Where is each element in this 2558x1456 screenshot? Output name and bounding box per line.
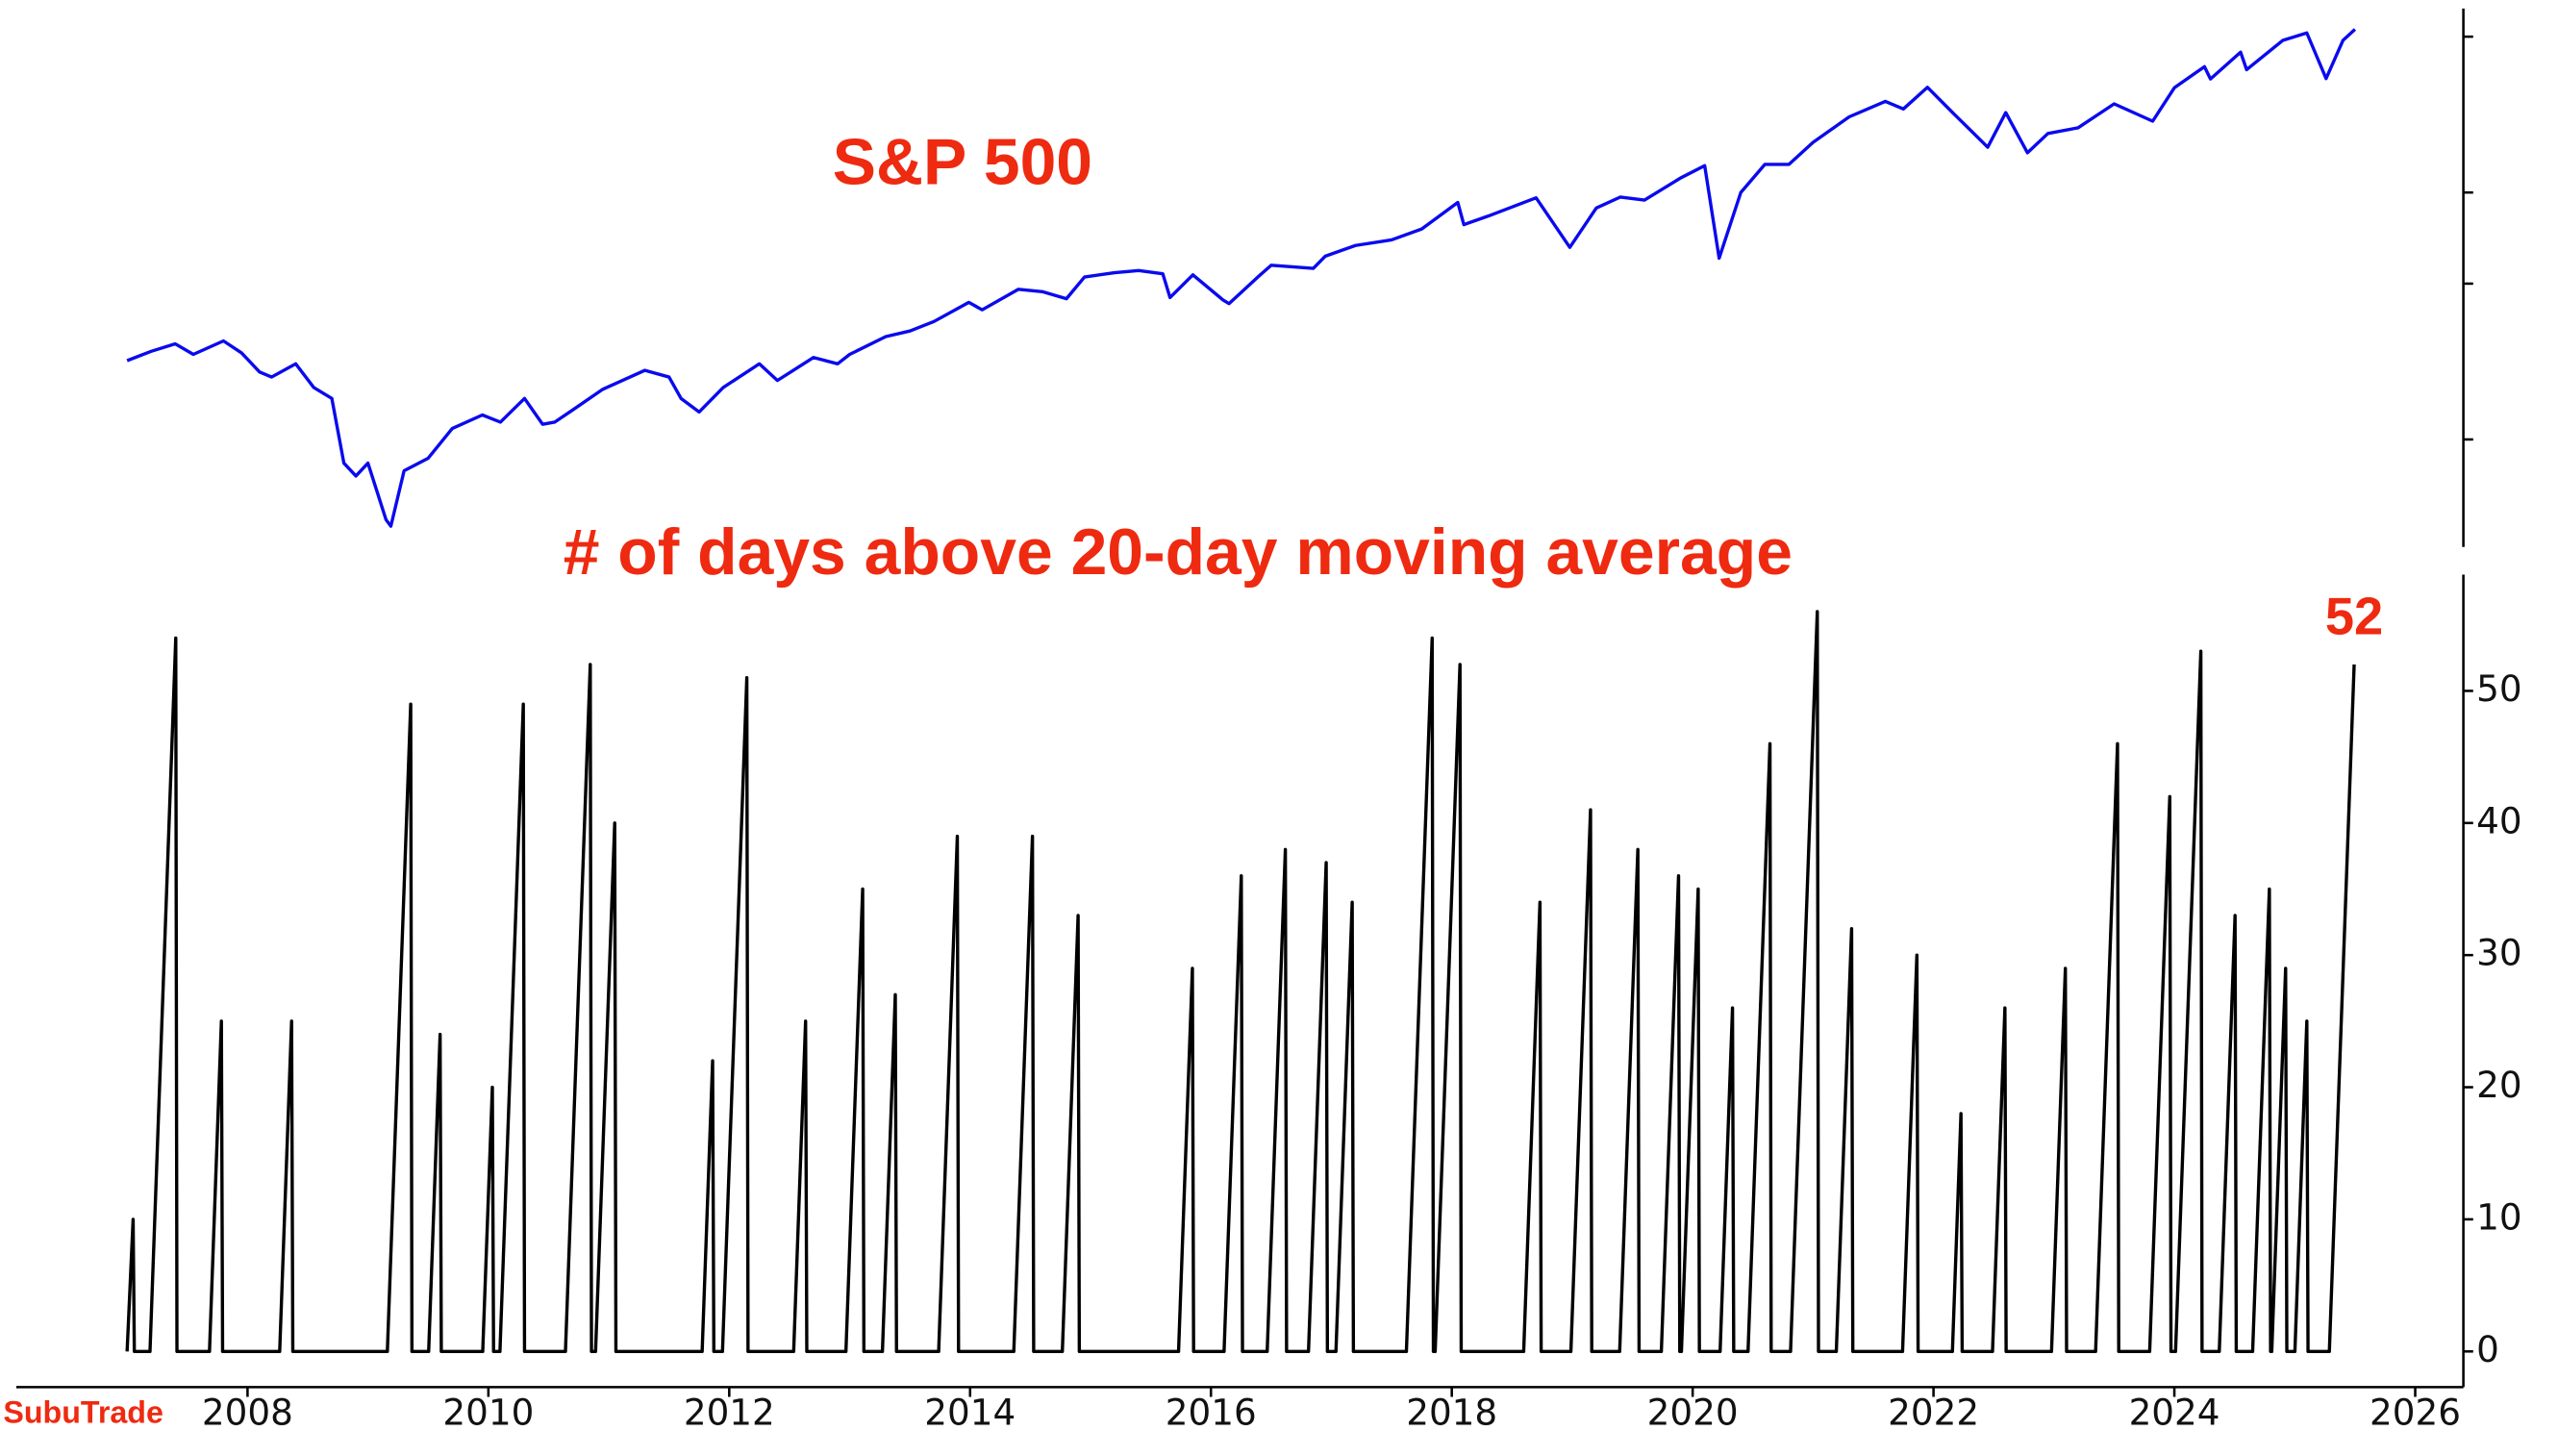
- y-tick-label: 0: [2476, 1328, 2499, 1370]
- data-line: [125, 610, 2356, 1353]
- x-tick-label: 2016: [1166, 1392, 1257, 1434]
- y-tick-label: 30: [2476, 932, 2521, 974]
- x-tick-label: 2022: [1888, 1392, 1979, 1434]
- y-tick-label: 50: [2476, 667, 2521, 710]
- x-tick-label: 2024: [2129, 1392, 2220, 1434]
- y-tick-label: 40: [2476, 799, 2521, 841]
- x-tick-label: 2018: [1406, 1392, 1497, 1434]
- x-tick-label: 2012: [684, 1392, 775, 1434]
- x-tick-label: 2020: [1647, 1392, 1739, 1434]
- source-label: SubuTrade: [3, 1395, 163, 1430]
- panel-title: S&P 500: [833, 126, 1092, 198]
- data-line: [126, 28, 2357, 528]
- x-tick-label: 2014: [924, 1392, 1016, 1434]
- x-tick-label: 2010: [442, 1392, 534, 1434]
- y-tick-label: 20: [2476, 1064, 2521, 1106]
- x-tick-label: 2026: [2370, 1392, 2461, 1434]
- last-value-label: 52: [2325, 587, 2383, 645]
- x-tick-label: 2008: [202, 1392, 293, 1434]
- y-tick-label: 10: [2476, 1195, 2521, 1238]
- panel-title: # of days above 20-day moving average: [564, 516, 1793, 589]
